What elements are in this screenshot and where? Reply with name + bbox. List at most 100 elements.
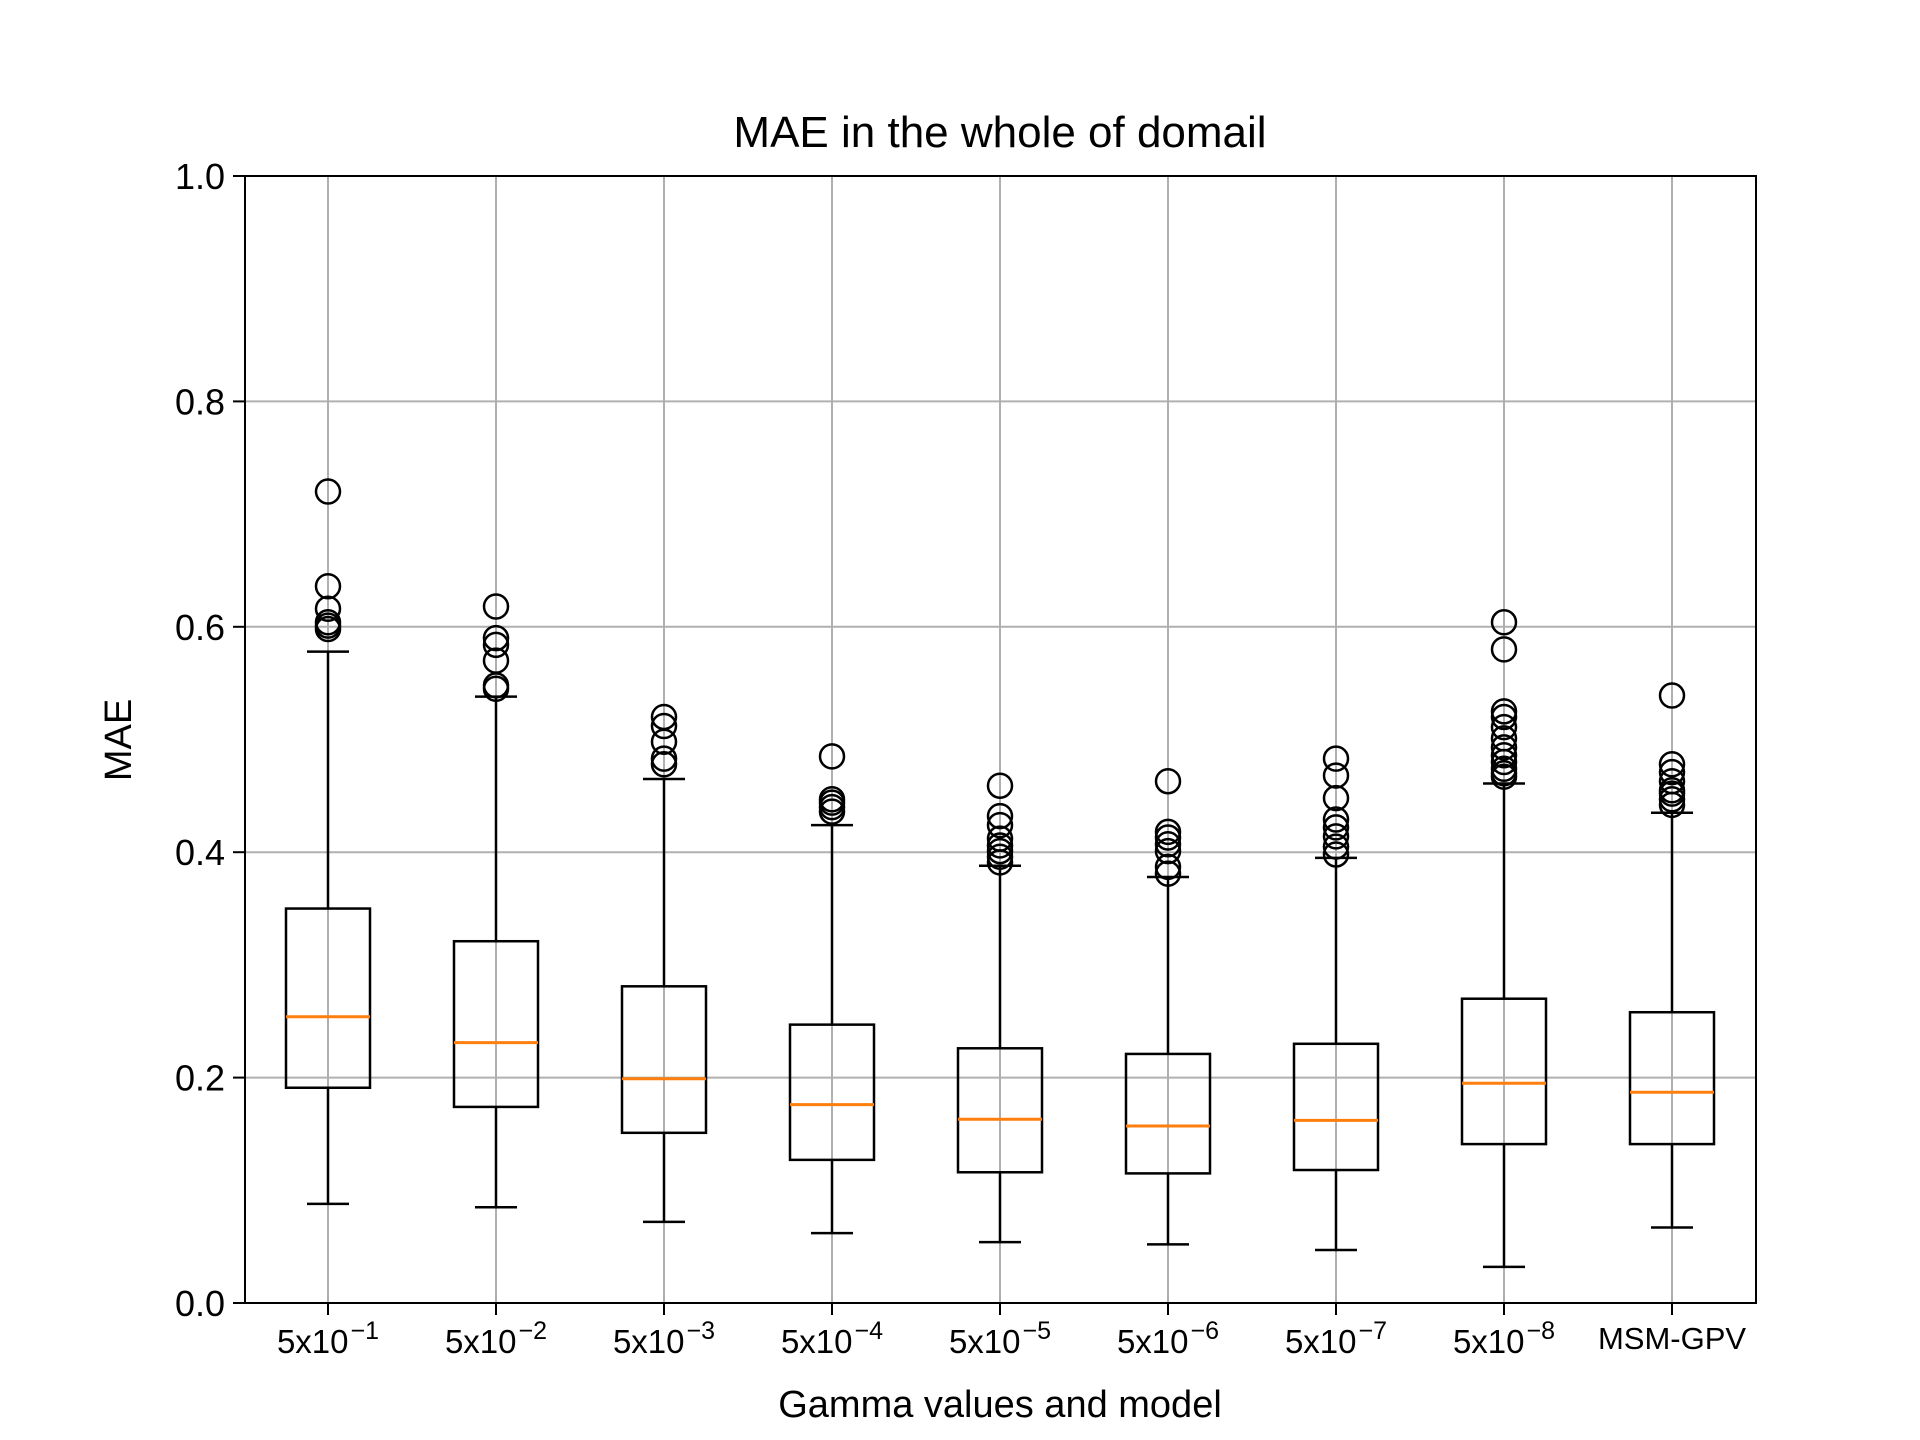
outlier-point — [1658, 767, 1686, 795]
outlier-point — [1490, 713, 1518, 741]
outlier-point — [1490, 703, 1518, 731]
x-tick-label: 5x10−4 — [781, 1317, 883, 1360]
outlier-point — [986, 802, 1014, 830]
outlier-point — [314, 572, 342, 600]
outlier-point — [1322, 784, 1350, 812]
outlier-point — [1490, 636, 1518, 663]
x-tick-label-base: 5x10 — [613, 1323, 685, 1360]
outlier-point — [818, 743, 846, 770]
outlier-point — [818, 785, 846, 813]
box-iqr — [620, 985, 708, 1135]
chart-title: MAE in the whole of domail — [733, 108, 1266, 157]
outlier-point — [1490, 734, 1518, 761]
box-series — [284, 478, 1716, 1269]
box-group — [284, 478, 372, 1206]
outlier-point — [986, 772, 1014, 799]
box-group — [788, 743, 876, 1235]
outlier-point — [1154, 860, 1182, 887]
box-group — [1124, 767, 1212, 1246]
x-tick-label: 5x10−3 — [613, 1317, 715, 1360]
x-tick-label-base: MSM-GPV — [1598, 1321, 1746, 1356]
box-iqr — [452, 939, 540, 1109]
outlier-point — [1322, 814, 1350, 841]
outlier-point — [1490, 755, 1518, 783]
outlier-point — [1322, 806, 1350, 833]
outlier-point — [314, 595, 342, 623]
x-tick-label-base: 5x10 — [781, 1323, 853, 1360]
outlier-point — [986, 811, 1014, 839]
outlier-point — [650, 703, 678, 731]
x-tick-label-exponent: −8 — [1527, 1317, 1556, 1345]
box-iqr — [1124, 1052, 1212, 1175]
outlier-point — [1322, 745, 1350, 772]
box-group — [1292, 745, 1380, 1252]
box-group — [1628, 682, 1716, 1229]
x-tick-label-base: 5x10 — [445, 1323, 517, 1360]
box-group — [452, 593, 540, 1209]
outlier-point — [1154, 837, 1182, 865]
x-tick-label: 5x10−8 — [1453, 1317, 1555, 1360]
box-iqr — [1292, 1042, 1380, 1172]
outlier-point — [1154, 831, 1182, 858]
x-tick-label-base: 5x10 — [1453, 1323, 1525, 1360]
box-group — [956, 772, 1044, 1244]
x-tick-label-base: 5x10 — [277, 1323, 349, 1360]
x-tick-label: 5x10−2 — [445, 1317, 547, 1360]
x-axis-label: Gamma values and model — [778, 1384, 1222, 1426]
outlier-point — [482, 624, 510, 652]
x-tick-label: 5x10−7 — [1285, 1317, 1387, 1360]
x-tick-label-exponent: −2 — [519, 1317, 548, 1345]
x-tick-label-exponent: −4 — [855, 1317, 884, 1345]
x-tick-label-exponent: −6 — [1191, 1317, 1220, 1345]
box-iqr — [284, 907, 372, 1089]
outlier-point — [482, 631, 510, 659]
x-tick-label-base: 5x10 — [1285, 1323, 1357, 1360]
x-tick-label-exponent: −1 — [351, 1317, 380, 1345]
outlier-point — [1322, 841, 1350, 868]
outlier-point — [1658, 682, 1686, 709]
y-tick-label: 0.8 — [175, 381, 225, 422]
outlier-point — [650, 712, 678, 740]
x-tick-label: 5x10−6 — [1117, 1317, 1219, 1360]
outlier-point — [1490, 742, 1518, 769]
outlier-point — [482, 593, 510, 620]
box-iqr — [1460, 997, 1548, 1146]
outlier-point — [1658, 751, 1686, 778]
y-tick-label: 0.6 — [175, 607, 225, 648]
box-group — [620, 703, 708, 1224]
outlier-point — [314, 478, 342, 505]
box-iqr — [956, 1047, 1044, 1174]
x-tick-label: MSM-GPV — [1598, 1321, 1746, 1356]
x-tick-label-exponent: −5 — [1023, 1317, 1052, 1345]
outlier-point — [314, 609, 342, 636]
box-group — [1460, 609, 1548, 1269]
outlier-point — [986, 837, 1014, 865]
outlier-point — [986, 832, 1014, 859]
x-tick-label-base: 5x10 — [949, 1323, 1021, 1360]
outlier-point — [986, 825, 1014, 852]
y-tick-label: 0.4 — [175, 832, 225, 873]
outlier-point — [1154, 818, 1182, 846]
outlier-point — [1658, 785, 1686, 813]
box-iqr — [788, 1023, 876, 1162]
outlier-point — [1322, 823, 1350, 850]
outlier-point — [1658, 776, 1686, 804]
outlier-point — [1490, 698, 1518, 725]
y-axis: 0.0 0.2 0.4 0.6 0.8 1.0 — [175, 156, 245, 1324]
x-tick-label: 5x10−1 — [277, 1317, 379, 1360]
outlier-point — [482, 647, 510, 674]
y-tick-label: 0.2 — [175, 1058, 225, 1099]
outlier-point — [1154, 853, 1182, 881]
x-tick-label-exponent: −3 — [687, 1317, 716, 1345]
y-tick-label: 1.0 — [175, 156, 225, 197]
x-tick-label-exponent: −7 — [1359, 1317, 1388, 1345]
box-iqr — [1628, 1010, 1716, 1146]
outlier-point — [1490, 609, 1518, 636]
outlier-point — [1658, 758, 1686, 786]
y-tick-label: 0.0 — [175, 1283, 225, 1324]
x-tick-label: 5x10−5 — [949, 1317, 1051, 1360]
x-axis: 5x10−1 5x10−2 5x10−3 5x10−4 5x10−5 5x10−6 5x10… — [277, 1303, 1746, 1360]
outlier-point — [1154, 767, 1182, 795]
